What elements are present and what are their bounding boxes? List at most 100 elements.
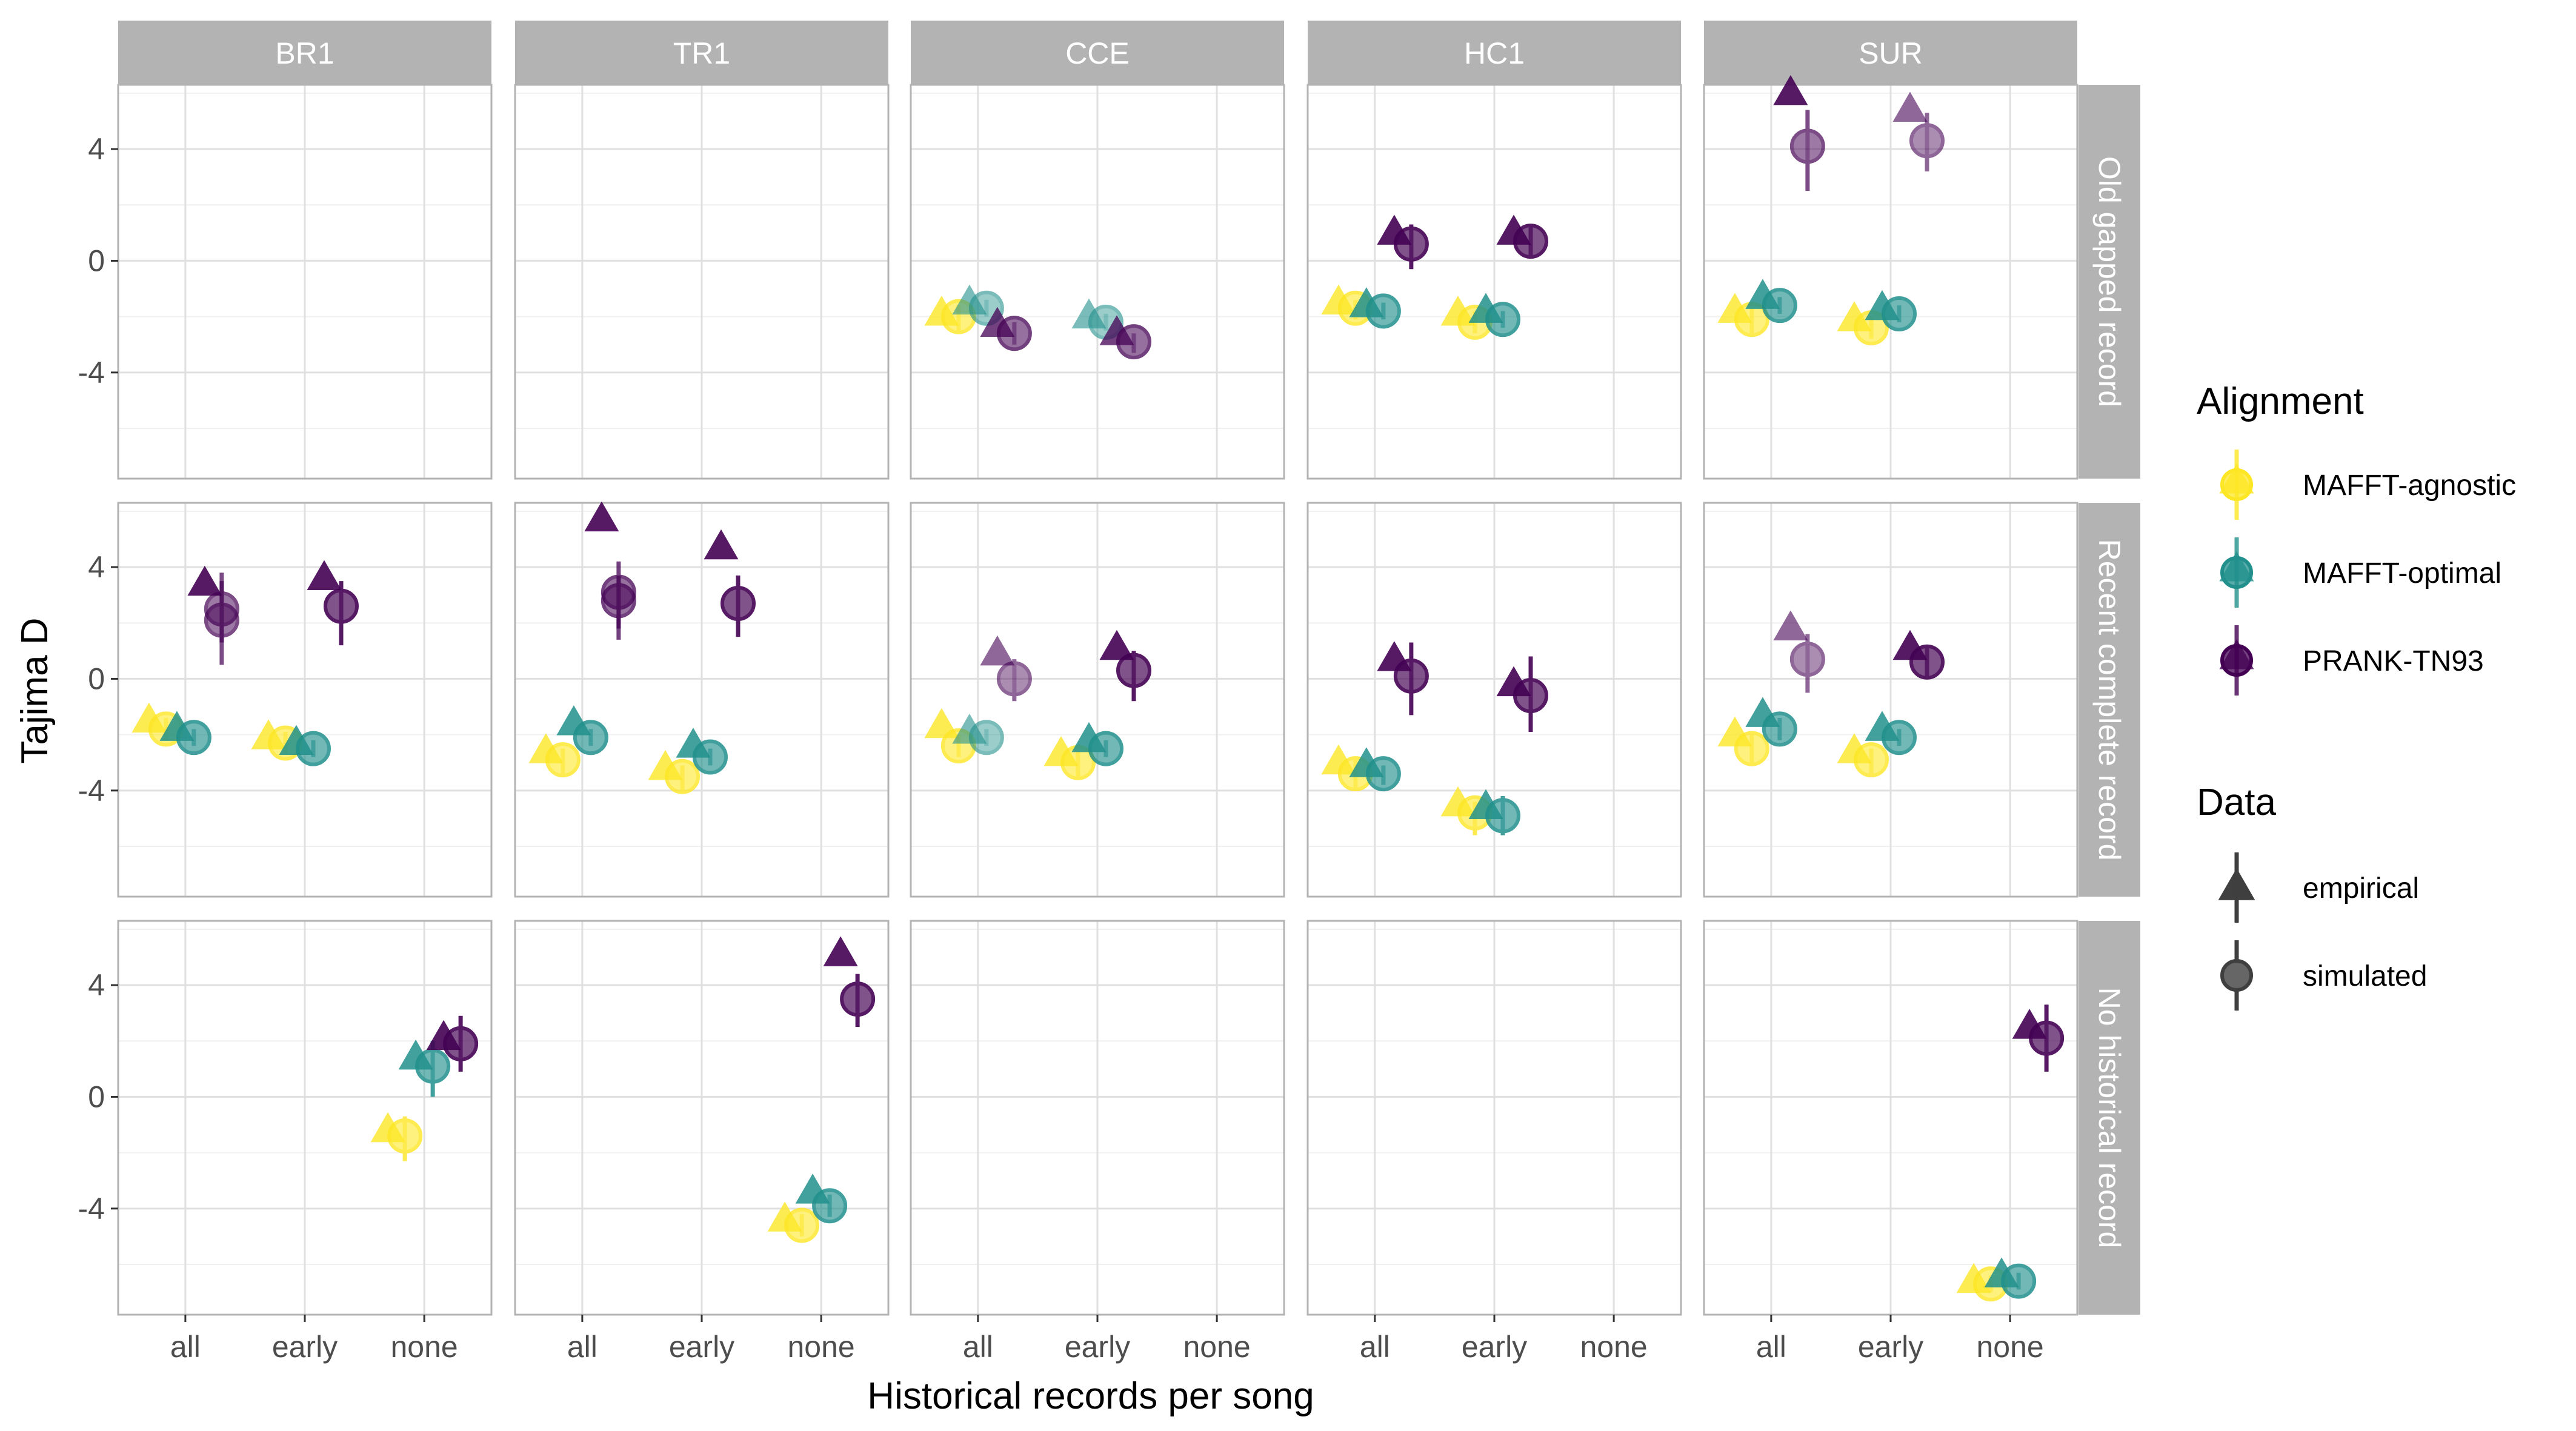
column-strip: [911, 21, 1284, 85]
circle-marker: [1513, 678, 1548, 714]
x-tick-label: all: [170, 1330, 201, 1364]
circle-marker: [1088, 731, 1123, 766]
triangle-marker: [704, 529, 739, 560]
row-strip-label: Recent complete record: [2092, 539, 2126, 861]
legend-circle: [2220, 468, 2253, 501]
column-strip-label: TR1: [673, 36, 730, 70]
legend-label: PRANK-TN93: [2303, 645, 2484, 677]
facet-panels: BR1 TR1 CCE HC1 SUR Old gapped record Recent c…: [117, 21, 2140, 1316]
circle-marker: [1789, 642, 1825, 677]
alignment-legend-title: Alignment: [2197, 380, 2364, 422]
panel-hc1-no-historical-record: [1306, 920, 1682, 1316]
x-tick-label: early: [1065, 1330, 1130, 1364]
empirical-point-mafft-optimal: [952, 714, 987, 744]
simulated-point-prank-tn93: [840, 974, 876, 1028]
circle-marker: [784, 1207, 820, 1243]
circle-marker: [1789, 128, 1825, 164]
x-tick-label: early: [669, 1330, 734, 1364]
circle-marker: [601, 583, 636, 619]
x-tick-label: early: [272, 1330, 338, 1364]
simulated-point-mafft-optimal: [296, 731, 331, 766]
triangle-marker: [1773, 610, 1808, 640]
simulated-point-prank-tn93: [1116, 651, 1151, 702]
circle-marker: [1393, 226, 1429, 262]
empirical-point-mafft-optimal: [952, 284, 987, 315]
simulated-point-mafft-optimal: [968, 720, 1004, 755]
legend-key-empirical: [2218, 852, 2255, 923]
circle-marker: [812, 1188, 848, 1224]
y-tick-label: 0: [88, 244, 105, 277]
circle-marker: [1513, 224, 1548, 259]
column-strip-label: SUR: [1859, 36, 1923, 70]
legend-circle: [2220, 644, 2253, 677]
empirical-point-prank-tn93: [980, 635, 1015, 666]
empirical-point-prank-tn93: [307, 560, 342, 590]
simulated-point-mafft-optimal: [1882, 296, 1917, 332]
x-tick-label: all: [1756, 1330, 1786, 1364]
circle-marker: [443, 1026, 479, 1061]
y-tick-label: -4: [78, 356, 105, 390]
simulated-point-mafft-optimal: [415, 1041, 451, 1097]
panel-border: [514, 502, 890, 898]
x-tick-label: all: [1360, 1330, 1390, 1364]
circle-marker: [1365, 756, 1401, 792]
circle-marker: [2001, 1263, 2037, 1299]
simulated-point-mafft-optimal: [1365, 756, 1401, 792]
column-strip: [118, 21, 491, 85]
simulated-point-mafft-agnostic: [1734, 731, 1769, 766]
axes: 4 0 -4 4 0 -4 4 0 -4 all early none all early none all e…: [78, 132, 2044, 1364]
panel-cce-no-historical-record: [910, 920, 1285, 1316]
simulated-point-mafft-agnostic: [1854, 742, 1889, 778]
empirical-point-mafft-optimal: [1071, 298, 1107, 329]
panel-sur-old-gapped-record: [1703, 84, 2078, 480]
y-tick-label: 4: [88, 968, 105, 1002]
circle-marker: [1365, 293, 1401, 329]
circle-marker: [840, 981, 876, 1017]
circle-marker: [1909, 644, 1945, 680]
x-axis-title: Historical records per song: [867, 1375, 1314, 1417]
triangle-marker: [980, 635, 1015, 666]
circle-marker: [721, 585, 756, 621]
x-tick-label: early: [1858, 1330, 1923, 1364]
panel-border: [910, 502, 1285, 898]
simulated-point-prank-tn93: [1909, 644, 1945, 680]
circle-marker: [545, 742, 581, 778]
circle-marker: [996, 661, 1032, 697]
triangle-marker: [952, 284, 987, 315]
simulated-point-mafft-optimal: [2001, 1263, 2037, 1299]
x-tick-label: all: [963, 1330, 993, 1364]
column-strip: [1308, 21, 1681, 85]
simulated-point-mafft-optimal: [1485, 796, 1520, 835]
panel-cce-old-gapped-record: [910, 84, 1285, 480]
simulated-point-mafft-optimal: [1762, 288, 1797, 324]
triangle-marker: [584, 501, 619, 532]
x-tick-label: all: [567, 1330, 597, 1364]
circle-marker: [573, 720, 608, 755]
legend: Alignment MAFFT-agnostic MAFFT-optimal PRAN…: [2197, 380, 2516, 1011]
row-strip: [2078, 503, 2140, 897]
panel-tr1-recent-complete-record: [514, 502, 890, 898]
y-tick-label: -4: [78, 774, 105, 808]
circle-marker: [1734, 731, 1769, 766]
column-strip-label: BR1: [275, 36, 334, 70]
circle-marker: [1116, 652, 1151, 688]
circle-marker: [1909, 123, 1945, 159]
x-tick-label: none: [1580, 1330, 1648, 1364]
row-strip: [2078, 921, 2140, 1315]
empirical-point-prank-tn93: [187, 565, 222, 596]
simulated-point-mafft-optimal: [176, 720, 211, 755]
column-strip: [515, 21, 888, 85]
panel-border: [1306, 502, 1682, 898]
simulated-point-prank-tn93: [1909, 113, 1945, 171]
row-strip-label: Old gapped record: [2092, 156, 2126, 407]
panel-br1-old-gapped-record: [117, 84, 493, 480]
x-tick-label: none: [391, 1330, 458, 1364]
panel-cce-recent-complete-record: [910, 502, 1285, 898]
legend-label: MAFFT-agnostic: [2303, 470, 2516, 502]
empirical-point-prank-tn93: [704, 529, 739, 560]
panel-border: [117, 502, 493, 898]
simulated-point-prank-tn93: [1116, 324, 1151, 360]
circle-marker: [204, 602, 239, 638]
triangle-marker: [1099, 629, 1134, 660]
